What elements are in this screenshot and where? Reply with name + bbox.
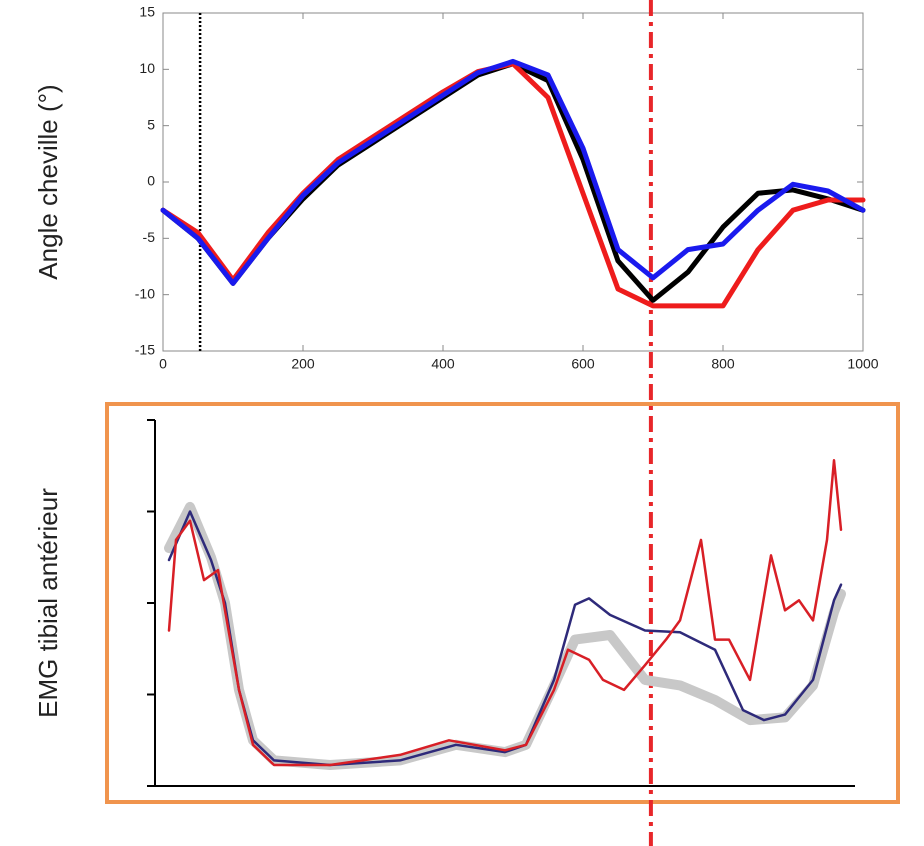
series-line xyxy=(164,501,846,770)
series-line xyxy=(160,61,866,303)
y-tick-label: 0 xyxy=(147,173,155,189)
y-tick-label: -5 xyxy=(143,229,156,245)
series-line xyxy=(160,58,866,286)
series-line xyxy=(167,510,843,767)
series-line xyxy=(167,459,843,767)
y-tick-label: -15 xyxy=(135,342,155,358)
y-axis-label: EMG tibial antérieur xyxy=(33,488,63,718)
y-tick-label: -10 xyxy=(135,285,155,301)
y-tick-label: 5 xyxy=(147,116,155,132)
y-tick-label: 10 xyxy=(139,60,155,76)
x-tick-label: 1000 xyxy=(847,356,878,372)
x-tick-label: 0 xyxy=(159,356,167,372)
x-tick-label: 800 xyxy=(711,356,735,372)
x-tick-label: 600 xyxy=(571,356,595,372)
y-axis-label: Angle cheville (°) xyxy=(33,84,63,279)
x-tick-label: 200 xyxy=(291,356,315,372)
y-tick-label: 15 xyxy=(139,4,155,20)
highlight-box xyxy=(105,402,900,804)
series-line xyxy=(160,61,866,309)
x-tick-label: 400 xyxy=(431,356,455,372)
